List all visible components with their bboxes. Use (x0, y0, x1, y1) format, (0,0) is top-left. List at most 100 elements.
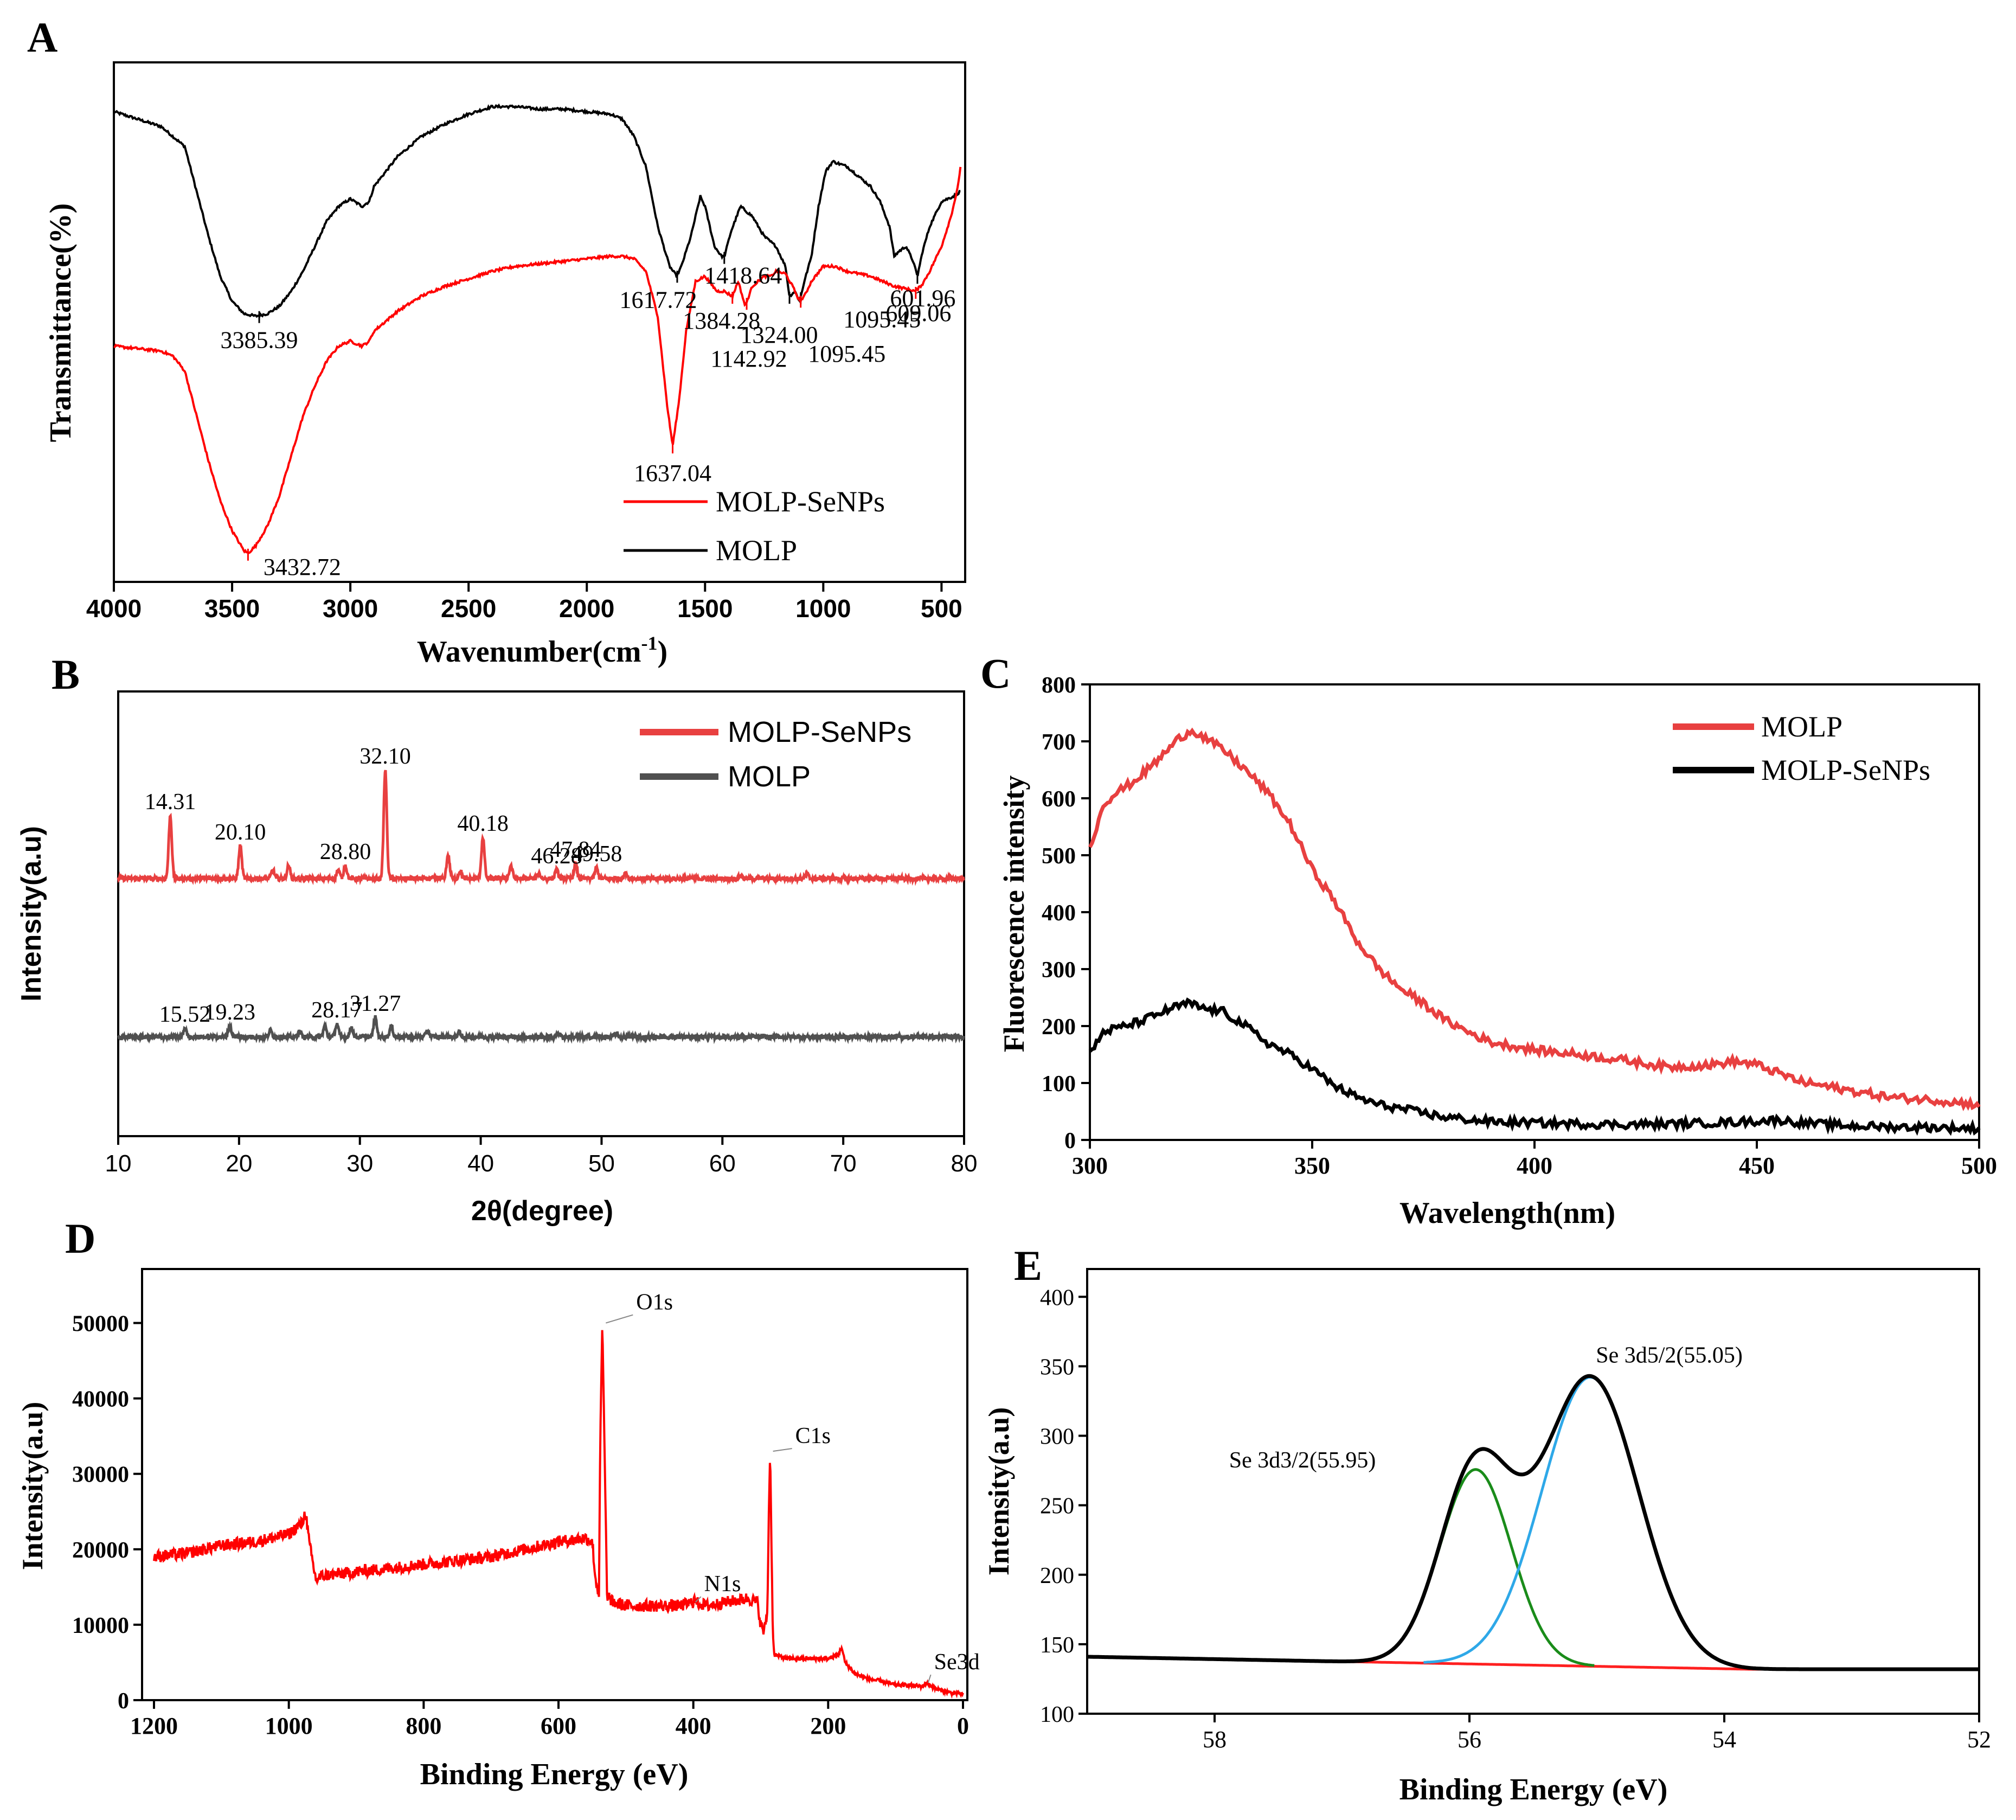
y-tick-label-c-7: 700 (1042, 730, 1076, 755)
panel-label-c: C (980, 650, 1011, 697)
annotation-d-0: O1s (636, 1290, 673, 1315)
x-tick-label-c-1: 350 (1294, 1152, 1330, 1179)
y-tick-label-d-0: 0 (118, 1689, 129, 1714)
annotation-a-1: 1617.72 (619, 286, 697, 313)
legend-a: MOLP-SeNPs MOLP (624, 485, 885, 567)
y-tick-label-d-2: 20000 (72, 1538, 129, 1563)
x-label-a-main: Wavenumber(cm (417, 635, 641, 669)
annotation-b-10: 28.17 (311, 998, 363, 1023)
y-tick-label-e-2: 200 (1040, 1563, 1074, 1588)
x-tick-label-b-2: 30 (346, 1150, 373, 1177)
line-e-component-1 (1423, 1375, 1758, 1670)
annotation-a-3: 1142.92 (710, 345, 787, 372)
annotation-b-9: 19.23 (204, 1000, 255, 1025)
plot-frame-e (1086, 1268, 1980, 1715)
x-tick-label-a-3: 2500 (441, 594, 496, 623)
x-tick-label-a-1: 3500 (204, 594, 260, 623)
annotation-b-8: 15.52 (159, 1002, 211, 1027)
y-label-e: Intensity(a.u) (983, 1407, 1015, 1576)
annotation-a-11: 609.06 (885, 300, 951, 326)
x-tick-label-e-1: 56 (1458, 1726, 1481, 1753)
x-tick-label-b-1: 20 (226, 1150, 252, 1177)
annotation-a-10: 1095.45 (843, 306, 921, 332)
y-tick-label-e-1: 150 (1040, 1633, 1074, 1658)
annotation-e-1: Se 3d5/2(55.05) (1596, 1343, 1743, 1368)
x-tick-label-b-0: 10 (105, 1150, 132, 1177)
series-b (117, 770, 965, 1044)
annotation-a-6: 3432.72 (264, 554, 341, 580)
y-label-b: Intensity(a.u) (16, 826, 47, 1002)
x-tick-label-b-5: 60 (709, 1150, 736, 1177)
panel-label-e: E (1014, 1242, 1042, 1289)
annotations-e: Se 3d3/2(55.95) Se 3d5/2(55.05) (1229, 1343, 1743, 1473)
y-tick-label-e-4: 300 (1040, 1425, 1074, 1450)
legend-b-label-0: MOLP-SeNPs (728, 716, 911, 748)
annotation-b-11: 31.27 (350, 991, 401, 1016)
x-label-b: 2θ(degree) (471, 1195, 613, 1227)
x-label-d: Binding Energy (eV) (420, 1758, 689, 1791)
annotation-leader-d-3 (927, 1674, 932, 1683)
x-tick-label-a-0: 4000 (86, 594, 142, 623)
x-label-c: Wavelength(nm) (1399, 1196, 1615, 1230)
y-tick-label-c-5: 500 (1042, 844, 1076, 869)
line-c-molp-senps (1088, 997, 1981, 1136)
y-tick-label-d-3: 30000 (72, 1463, 129, 1488)
x-tick-label-d-2: 800 (406, 1713, 441, 1739)
x-tick-label-d-0: 1200 (130, 1713, 178, 1739)
line-b-molp-senps (117, 770, 965, 886)
annotation-b-0: 14.31 (145, 790, 196, 815)
legend-c-label-0: MOLP (1761, 710, 1842, 743)
annotation-a-0: 3385.39 (221, 327, 298, 354)
panel-label-b: B (52, 651, 80, 698)
annotations-d: O1s C1s N1s Se3d (606, 1290, 980, 1683)
panel-a: A 4000 3500 3000 2500 2000 1500 1000 500 3385.3… (27, 14, 966, 669)
y-tick-label-e-0: 100 (1040, 1702, 1074, 1727)
panel-b: B 10 20 30 40 50 60 70 80 14.31 20.10 28.80 32.10 4… (16, 651, 977, 1227)
series-d (153, 1330, 964, 1699)
y-label-a: Transmittance(%) (44, 203, 78, 443)
annotation-a-5: 601.96 (890, 285, 955, 311)
y-label-c: Fluorescence intensity (998, 776, 1030, 1052)
x-ticks-a: 4000 3500 3000 2500 2000 1500 1000 500 (86, 582, 962, 623)
line-a-molp (113, 103, 961, 318)
x-tick-label-b-4: 50 (588, 1150, 615, 1177)
annotation-leader-d-0 (606, 1314, 633, 1324)
line-b-molp (117, 1015, 965, 1044)
annotation-a-2: 1418.64 (704, 262, 782, 289)
legend-c: MOLP MOLP-SeNPs (1673, 710, 1930, 786)
y-tick-label-d-4: 40000 (72, 1387, 129, 1412)
panel-label-a: A (27, 14, 57, 61)
annotation-d-1: C1s (795, 1424, 831, 1449)
plot-frame-a (113, 61, 966, 583)
annotation-d-2: N1s (704, 1572, 741, 1597)
x-tick-label-c-0: 300 (1072, 1152, 1108, 1179)
y-tick-label-c-8: 800 (1042, 673, 1076, 698)
x-ticks-b: 10 20 30 40 50 60 70 80 (105, 1136, 978, 1177)
annotation-e-0: Se 3d3/2(55.95) (1229, 1448, 1376, 1473)
ticks-d: 1200 1000 800 600 400 200 00100002000030000400… (72, 1312, 969, 1739)
annotation-leader-d-2 (695, 1596, 702, 1603)
annotation-d-3: Se3d (934, 1650, 980, 1675)
y-tick-label-c-6: 600 (1042, 787, 1076, 812)
series-c (1088, 727, 1981, 1136)
x-tick-label-b-3: 40 (467, 1150, 494, 1177)
x-tick-label-e-0: 58 (1203, 1726, 1227, 1753)
y-label-d: Intensity(a.u) (16, 1402, 49, 1571)
x-tick-label-d-6: 0 (957, 1713, 969, 1739)
legend-b-label-1: MOLP (728, 760, 811, 793)
y-tick-label-c-4: 400 (1042, 901, 1076, 926)
x-tick-label-c-2: 400 (1517, 1152, 1552, 1179)
x-label-a-sup: -1 (641, 632, 658, 654)
annotation-a-4: 1095.45 (808, 341, 885, 367)
annotations-b: 14.31 20.10 28.80 32.10 40.18 46.2847.8449.58… (145, 744, 622, 1027)
line-e-component-0 (1357, 1468, 1595, 1667)
x-tick-label-b-7: 80 (951, 1150, 978, 1177)
x-tick-label-d-1: 1000 (265, 1713, 313, 1739)
y-tick-label-e-6: 400 (1040, 1285, 1074, 1310)
annotation-b-3: 32.10 (359, 744, 411, 769)
y-tick-label-e-3: 250 (1040, 1494, 1074, 1519)
y-tick-label-d-5: 50000 (72, 1312, 129, 1337)
x-tick-label-a-6: 1000 (795, 594, 851, 623)
